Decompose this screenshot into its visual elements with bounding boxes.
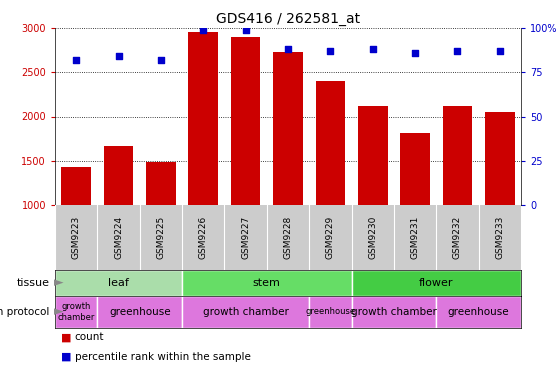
Text: ►: ► [54, 276, 64, 290]
Point [411, 50, 420, 56]
Point [368, 46, 377, 52]
Bar [358, 106, 387, 205]
Point [157, 57, 165, 63]
Text: ■: ■ [60, 351, 71, 362]
Bar [61, 167, 91, 205]
Text: flower: flower [419, 278, 453, 288]
Bar [55, 270, 182, 296]
Text: GSM9230: GSM9230 [368, 216, 377, 259]
Text: growth chamber: growth chamber [351, 307, 437, 317]
Bar [485, 112, 515, 205]
Text: stem: stem [253, 278, 281, 288]
Point [199, 27, 208, 33]
Point [326, 48, 335, 54]
Text: greenhouse: greenhouse [109, 307, 170, 317]
Text: growth chamber: growth chamber [203, 307, 288, 317]
Bar [182, 270, 352, 296]
Text: ►: ► [54, 306, 64, 318]
Point [241, 27, 250, 33]
Text: GSM9226: GSM9226 [199, 216, 208, 259]
Bar [146, 162, 176, 205]
Bar [436, 296, 521, 328]
Bar [55, 296, 97, 328]
Bar [400, 133, 430, 205]
Bar [352, 296, 436, 328]
Text: GSM9225: GSM9225 [157, 216, 165, 259]
Text: GSM9229: GSM9229 [326, 216, 335, 259]
Bar [97, 296, 182, 328]
Bar [309, 296, 352, 328]
Point [114, 53, 123, 59]
Text: greenhouse: greenhouse [448, 307, 509, 317]
Text: GSM9227: GSM9227 [241, 216, 250, 259]
Bar [188, 33, 218, 205]
Bar [443, 106, 472, 205]
Text: GSM9233: GSM9233 [495, 216, 504, 259]
Text: GSM9228: GSM9228 [283, 216, 292, 259]
Text: percentile rank within the sample: percentile rank within the sample [74, 351, 250, 362]
Bar [273, 52, 303, 205]
Point [495, 48, 504, 54]
Text: GSM9231: GSM9231 [411, 216, 420, 259]
Bar [104, 146, 134, 205]
Text: growth
chamber: growth chamber [58, 302, 95, 322]
Text: leaf: leaf [108, 278, 129, 288]
Text: GSM9232: GSM9232 [453, 216, 462, 259]
Title: GDS416 / 262581_at: GDS416 / 262581_at [216, 12, 360, 26]
Point [453, 48, 462, 54]
Text: tissue: tissue [16, 278, 49, 288]
Point [72, 57, 80, 63]
Point [283, 46, 292, 52]
Bar [315, 81, 345, 205]
Bar [352, 270, 521, 296]
Text: growth protocol: growth protocol [0, 307, 49, 317]
Bar [231, 37, 260, 205]
Text: ■: ■ [60, 332, 71, 343]
Text: GSM9224: GSM9224 [114, 216, 123, 259]
Text: count: count [74, 332, 104, 343]
Bar [182, 296, 309, 328]
Text: greenhouse: greenhouse [305, 307, 356, 317]
Text: GSM9223: GSM9223 [72, 216, 80, 259]
